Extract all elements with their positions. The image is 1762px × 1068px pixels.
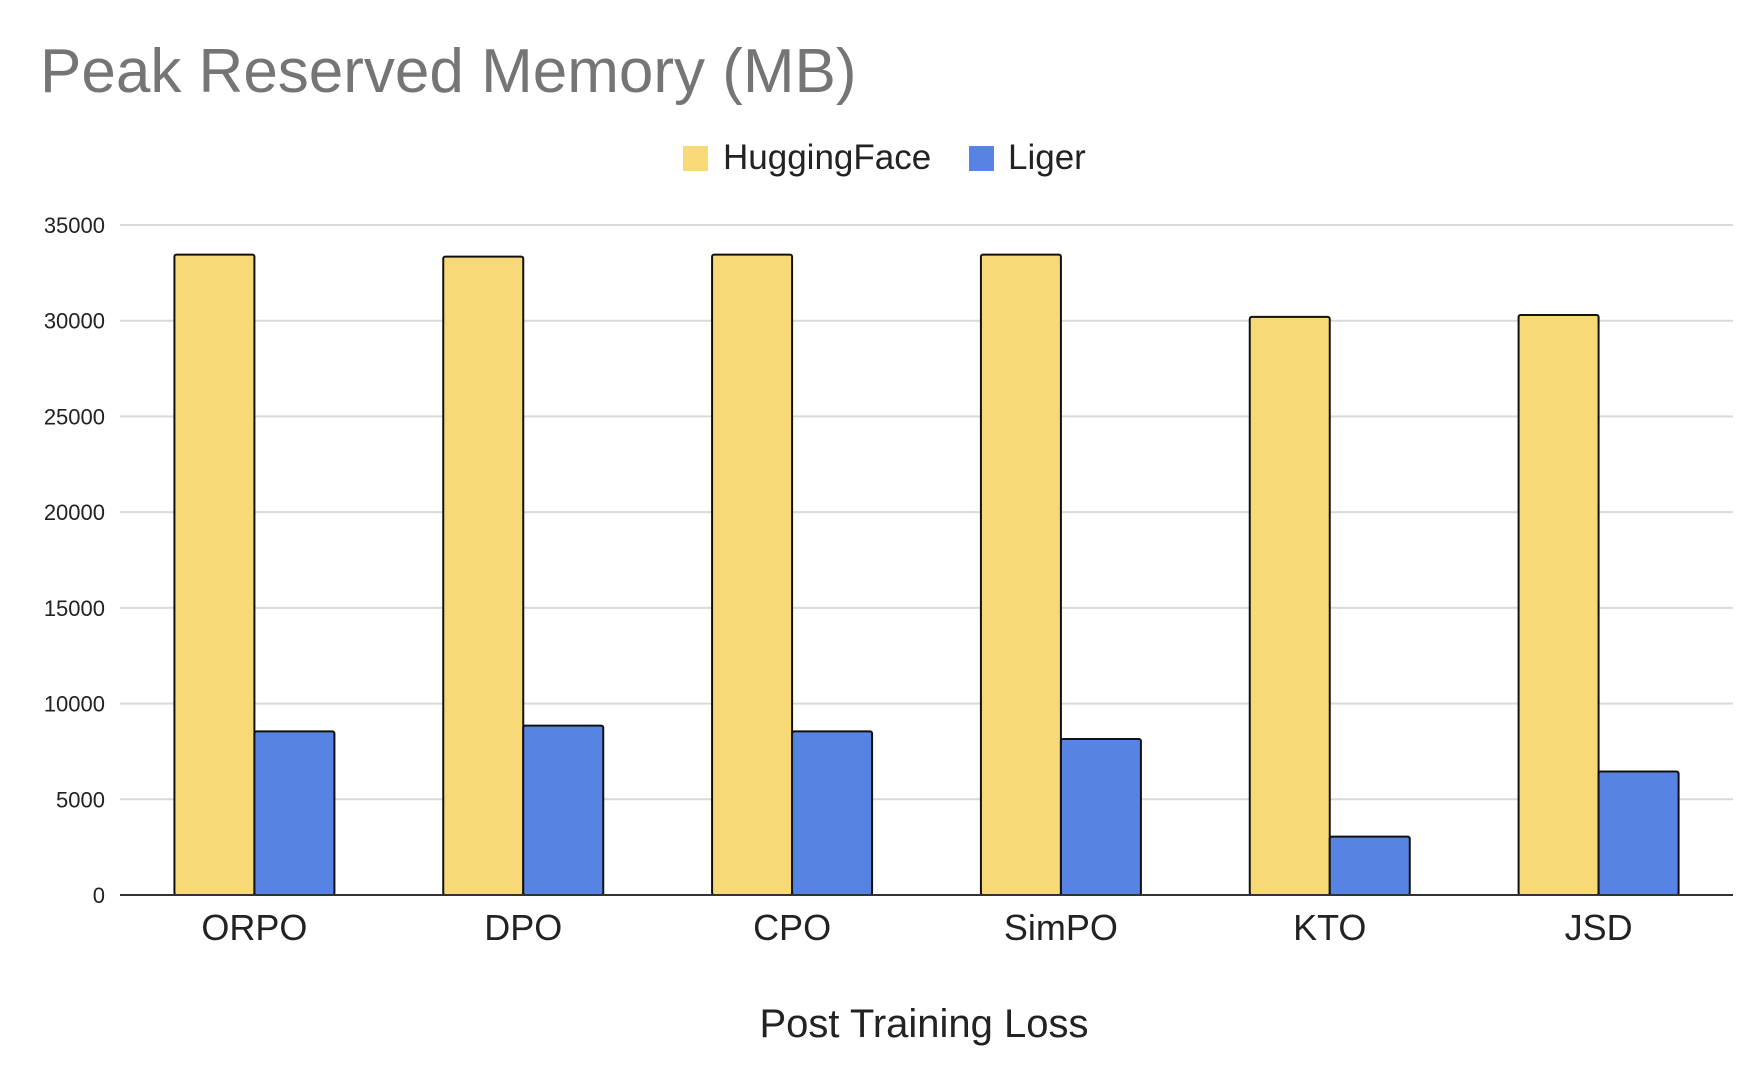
bar-liger-kto [1328,835,1411,896]
y-tick-label: 15000 [44,596,105,621]
x-axis-ticks: ORPO DPO CPO SimPO KTO JSD [201,907,1632,948]
bar-liger-dpo [522,724,605,896]
x-axis-title: Post Training Loss [759,1002,1088,1046]
gridlines [120,224,1733,801]
y-tick-label: 30000 [44,309,105,334]
legend-label-liger: Liger [1008,138,1086,177]
bar-huggingface-cpo [711,253,794,896]
y-tick-label: 25000 [44,404,105,429]
x-tick-label: SimPO [1004,907,1118,948]
bar-liger-orpo [253,730,336,896]
legend-swatch-liger [969,146,994,171]
bar-liger-simpo [1059,737,1142,896]
x-tick-label: DPO [484,907,562,948]
bar-huggingface-orpo [173,253,256,896]
legend: HuggingFace Liger [683,138,1086,177]
bar-huggingface-jsd [1517,313,1600,896]
x-tick-label: KTO [1293,907,1366,948]
bar-huggingface-kto [1248,315,1331,896]
legend-swatch-huggingface [683,146,708,171]
y-tick-label: 35000 [44,213,105,238]
x-tick-label: CPO [753,907,831,948]
x-tick-label: ORPO [201,907,307,948]
y-axis-ticks: 0 5000 10000 15000 20000 25000 30000 35000 [44,213,105,908]
x-tick-label: JSD [1565,907,1633,948]
bar-huggingface-dpo [442,255,525,897]
bar-huggingface-simpo [979,253,1062,896]
y-tick-label: 20000 [44,500,105,525]
y-tick-label: 0 [93,883,105,908]
bars [173,253,1680,897]
y-tick-label: 5000 [56,787,105,812]
bar-liger-cpo [791,730,874,896]
y-tick-label: 10000 [44,692,105,717]
legend-label-huggingface: HuggingFace [723,138,931,177]
chart-title: Peak Reserved Memory (MB) [40,37,857,106]
bar-liger-jsd [1597,770,1680,896]
